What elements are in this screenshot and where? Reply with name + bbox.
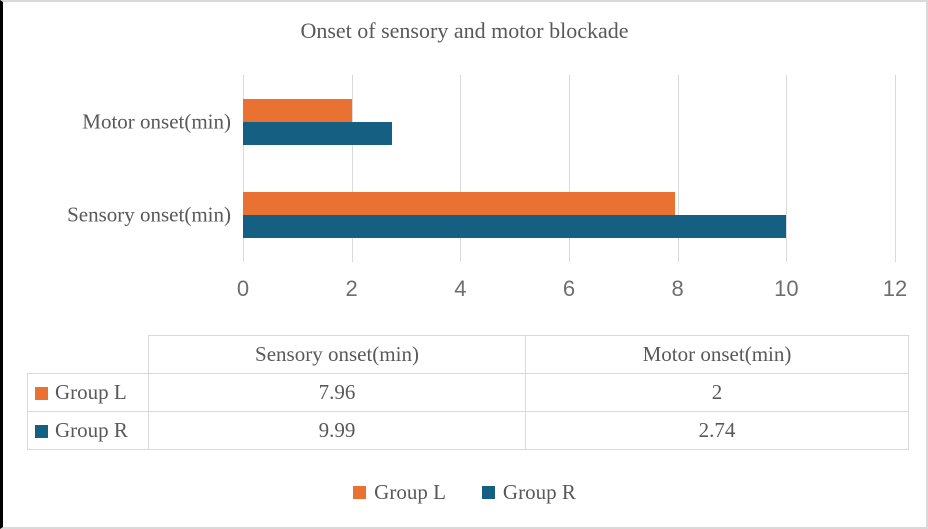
x-tick-label: 4: [454, 276, 467, 301]
legend-key-swatch-group-l: [35, 387, 48, 400]
chart-legend: Group L Group R: [3, 480, 926, 505]
table-header-row: Sensory onset(min) Motor onset(min): [27, 335, 909, 374]
bar-group-sensory-onset-min: Sensory onset(min): [67, 169, 895, 263]
table-row-group-l: Group L 7.96 2: [27, 373, 909, 412]
table-header-motor-onset-min: Motor onset(min): [525, 335, 909, 374]
table-row-label-group-l: Group L: [27, 373, 149, 412]
legend-item-group-l: Group L: [353, 480, 446, 505]
x-tick-label: 12: [882, 276, 908, 301]
legend-key-swatch-group-r: [35, 425, 48, 438]
gridline: [677, 75, 679, 262]
data-table: Sensory onset(min) Motor onset(min) Group …: [27, 335, 909, 450]
bar-group-l-sensory-onset-min: [243, 192, 676, 216]
x-tick-label: 8: [671, 276, 684, 301]
x-tick-label: 6: [562, 276, 576, 301]
gridline: [351, 75, 353, 262]
table-value-group-r-sensory-onset-min: 9.99: [148, 411, 526, 450]
table-header-sensory-onset-min: Sensory onset(min): [148, 335, 526, 374]
gridline: [460, 75, 462, 262]
category-label-sensory-onset-min: Sensory onset(min): [67, 202, 231, 227]
table-value-group-r-motor-onset-min: 2.74: [525, 411, 909, 450]
legend-label-group-r: Group R: [502, 480, 576, 504]
legend-item-group-r: Group R: [481, 480, 576, 505]
gridline: [786, 75, 788, 262]
bar-group-r-motor-onset-min: [243, 121, 392, 145]
table-value-group-l-motor-onset-min: 2: [525, 373, 909, 412]
gridline: [569, 75, 570, 262]
legend-swatch-group-l: [353, 486, 367, 499]
x-tick-label: 2: [345, 276, 358, 301]
bar-group-r-sensory-onset-min: [243, 215, 786, 239]
data-table-body: Sensory onset(min) Motor onset(min) Group …: [27, 335, 909, 450]
legend-swatch-group-r: [481, 486, 495, 499]
gridline: [895, 75, 896, 262]
chart-title: Onset of sensory and motor blockade: [300, 18, 629, 43]
category-label-motor-onset-min: Motor onset(min): [82, 109, 231, 134]
table-row-label-group-r: Group R: [27, 411, 149, 450]
bar-group-l-motor-onset-min: [243, 98, 352, 122]
x-tick-label: 0: [236, 276, 250, 301]
legend-label-group-l: Group L: [374, 480, 446, 504]
x-axis-ticks: 0 2 4 6 8 10 12: [237, 276, 907, 304]
x-tick-label: 10: [774, 276, 799, 301]
gridline: [243, 75, 244, 262]
table-corner-cell: [27, 335, 149, 374]
table-row-group-r: Group R 9.99 2.74: [27, 411, 909, 450]
table-value-group-l-sensory-onset-min: 7.96: [148, 373, 526, 412]
plot-area: Motor onset(min) Sensory onset(min): [67, 75, 896, 263]
bar-group-motor-onset-min: Motor onset(min): [82, 75, 895, 169]
